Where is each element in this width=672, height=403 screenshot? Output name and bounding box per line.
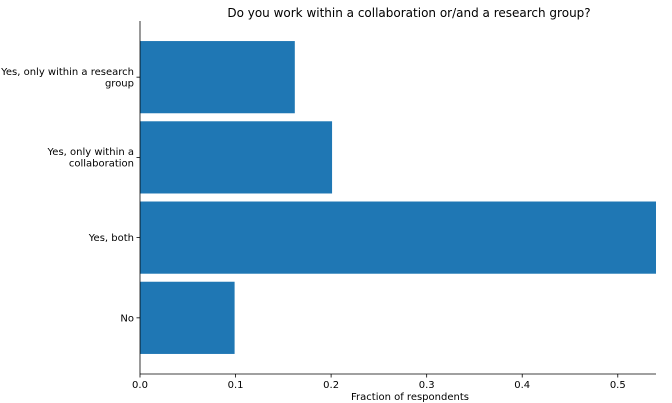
y-tick-label-line: No — [120, 313, 134, 324]
bar-0 — [140, 41, 295, 114]
y-tick-label-1: Yes, only within a collaboration — [47, 147, 134, 170]
chart-title: Do you work within a collaboration or/an… — [227, 6, 590, 20]
y-tick-label-2: Yes, both — [88, 233, 134, 244]
y-tick-label-line: group — [105, 78, 134, 89]
bar-3 — [140, 281, 235, 354]
bar-2 — [140, 201, 656, 274]
x-tick-label-2: 0.2 — [323, 380, 339, 391]
x-axis-label: Fraction of respondents — [351, 392, 469, 403]
y-tick-label-line: Yes, both — [88, 233, 134, 244]
x-tick-label-0: 0.0 — [132, 380, 148, 391]
x-tick-label-1: 0.1 — [228, 380, 244, 391]
bars-group — [140, 41, 656, 354]
y-tick-label-line: Yes, only within a — [47, 147, 134, 158]
y-tick-label-3: No — [120, 313, 134, 324]
x-tick-label-3: 0.3 — [419, 380, 435, 391]
x-tick-label-5: 0.5 — [610, 380, 626, 391]
y-tick-label-line: Yes, only within a research — [0, 67, 134, 78]
x-tick-label-4: 0.4 — [514, 380, 530, 391]
bar-1 — [140, 121, 333, 194]
y-tick-label-line: collaboration — [69, 159, 134, 170]
x-ticks-group: 0.0 0.1 0.2 0.3 0.4 0.5 — [132, 374, 626, 391]
y-tick-label-0: Yes, only within a research group — [0, 67, 134, 90]
